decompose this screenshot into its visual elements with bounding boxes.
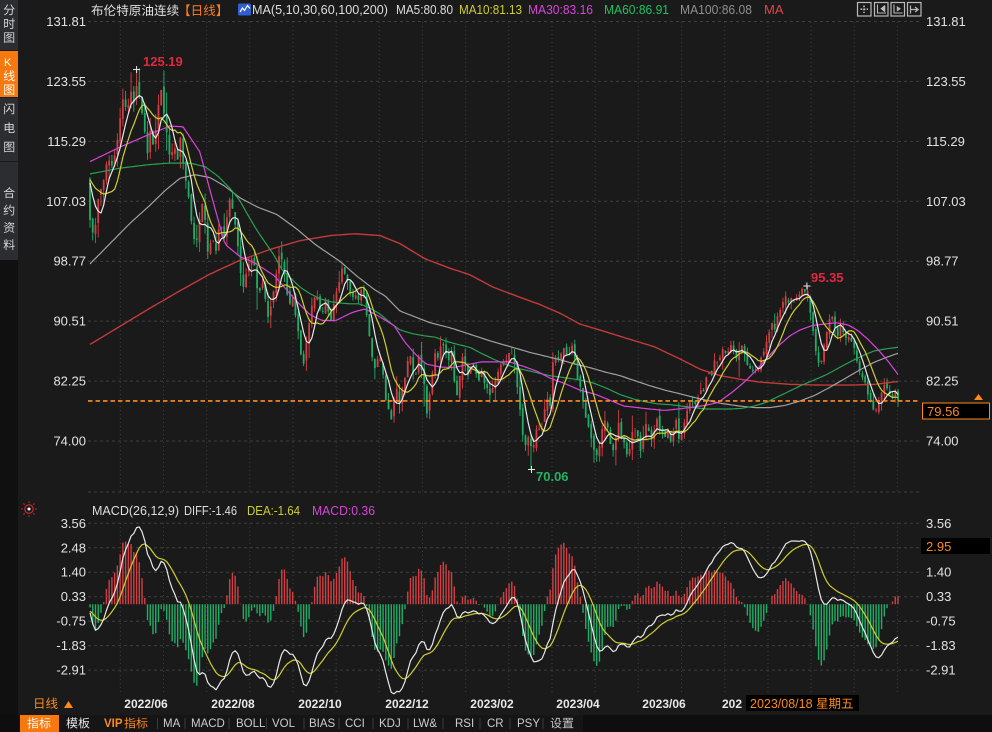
svg-text:0.33: 0.33 [61, 589, 86, 604]
svg-text:MACD(26,12,9): MACD(26,12,9) [92, 503, 179, 518]
svg-text:BIAS: BIAS [309, 718, 336, 730]
svg-text:131.81: 131.81 [46, 14, 86, 29]
svg-text:123.55: 123.55 [926, 74, 966, 89]
svg-text:-0.75: -0.75 [56, 614, 86, 629]
svg-text:115.29: 115.29 [926, 134, 965, 149]
svg-text:-2.91: -2.91 [926, 663, 956, 678]
svg-text:79.56: 79.56 [927, 404, 960, 419]
svg-text:95.35: 95.35 [811, 270, 844, 285]
svg-text:2022/08: 2022/08 [211, 697, 255, 711]
svg-text:2022/10: 2022/10 [298, 697, 342, 711]
svg-text:MA100:86.08: MA100:86.08 [680, 2, 752, 17]
svg-text:2023/08/18: 2023/08/18 [750, 697, 813, 711]
svg-text:RSI: RSI [455, 718, 474, 730]
svg-text:PSY: PSY [517, 718, 540, 730]
svg-text:3.56: 3.56 [926, 516, 951, 531]
svg-text:-1.83: -1.83 [56, 638, 86, 653]
svg-text:VIP: VIP [104, 718, 123, 730]
svg-text:74.00: 74.00 [926, 434, 959, 449]
svg-text:CCI: CCI [345, 718, 365, 730]
svg-text:82.25: 82.25 [926, 374, 959, 389]
svg-text:MA5:80.80: MA5:80.80 [396, 2, 453, 17]
svg-text:0.33: 0.33 [926, 589, 951, 604]
svg-text:115.29: 115.29 [47, 134, 86, 149]
svg-text:2023/02: 2023/02 [470, 697, 514, 711]
svg-text:MA10:81.13: MA10:81.13 [459, 2, 522, 17]
svg-text:131.81: 131.81 [926, 14, 966, 29]
svg-text:K: K [4, 57, 12, 69]
svg-text:BOLL: BOLL [236, 718, 266, 730]
svg-text:125.19: 125.19 [143, 54, 183, 69]
svg-text:2022/06: 2022/06 [124, 697, 168, 711]
svg-text:DIFF:-1.46: DIFF:-1.46 [184, 503, 237, 518]
svg-text:107.03: 107.03 [926, 194, 966, 209]
svg-text:202: 202 [722, 697, 742, 711]
svg-text:2.95: 2.95 [926, 539, 951, 554]
svg-text:MA: MA [764, 2, 784, 17]
svg-text:90.51: 90.51 [53, 314, 86, 329]
svg-text:-0.75: -0.75 [926, 614, 956, 629]
svg-text:-1.83: -1.83 [926, 638, 956, 653]
svg-text:MA: MA [163, 718, 181, 730]
svg-text:MA(5,10,30,60,100,200): MA(5,10,30,60,100,200) [252, 2, 388, 17]
svg-text:98.77: 98.77 [53, 254, 86, 269]
svg-text:123.55: 123.55 [46, 74, 86, 89]
svg-text:98.77: 98.77 [926, 254, 959, 269]
svg-text:1.40: 1.40 [61, 565, 86, 580]
svg-text:MACD: MACD [191, 718, 225, 730]
svg-text:70.06: 70.06 [536, 469, 569, 484]
svg-text:1.40: 1.40 [926, 565, 951, 580]
svg-text:MA30:83.16: MA30:83.16 [528, 2, 593, 17]
svg-text:2.48: 2.48 [61, 540, 86, 555]
svg-text:VOL: VOL [272, 718, 296, 730]
svg-text:74.00: 74.00 [53, 434, 86, 449]
svg-text:KDJ: KDJ [379, 718, 401, 730]
svg-text:MACD:0.36: MACD:0.36 [312, 503, 375, 518]
svg-text:107.03: 107.03 [46, 194, 86, 209]
svg-text:90.51: 90.51 [926, 314, 959, 329]
svg-text:CR: CR [487, 718, 504, 730]
svg-text:82.25: 82.25 [53, 374, 86, 389]
svg-text:-2.91: -2.91 [56, 663, 86, 678]
svg-text:3.56: 3.56 [61, 516, 86, 531]
svg-text:2022/12: 2022/12 [385, 697, 429, 711]
svg-text:2023/06: 2023/06 [642, 697, 686, 711]
svg-text:DEA:-1.64: DEA:-1.64 [247, 503, 300, 518]
svg-text:MA60:86.91: MA60:86.91 [604, 2, 669, 17]
svg-text:LW&: LW& [413, 718, 437, 730]
svg-text:2023/04: 2023/04 [556, 697, 600, 711]
